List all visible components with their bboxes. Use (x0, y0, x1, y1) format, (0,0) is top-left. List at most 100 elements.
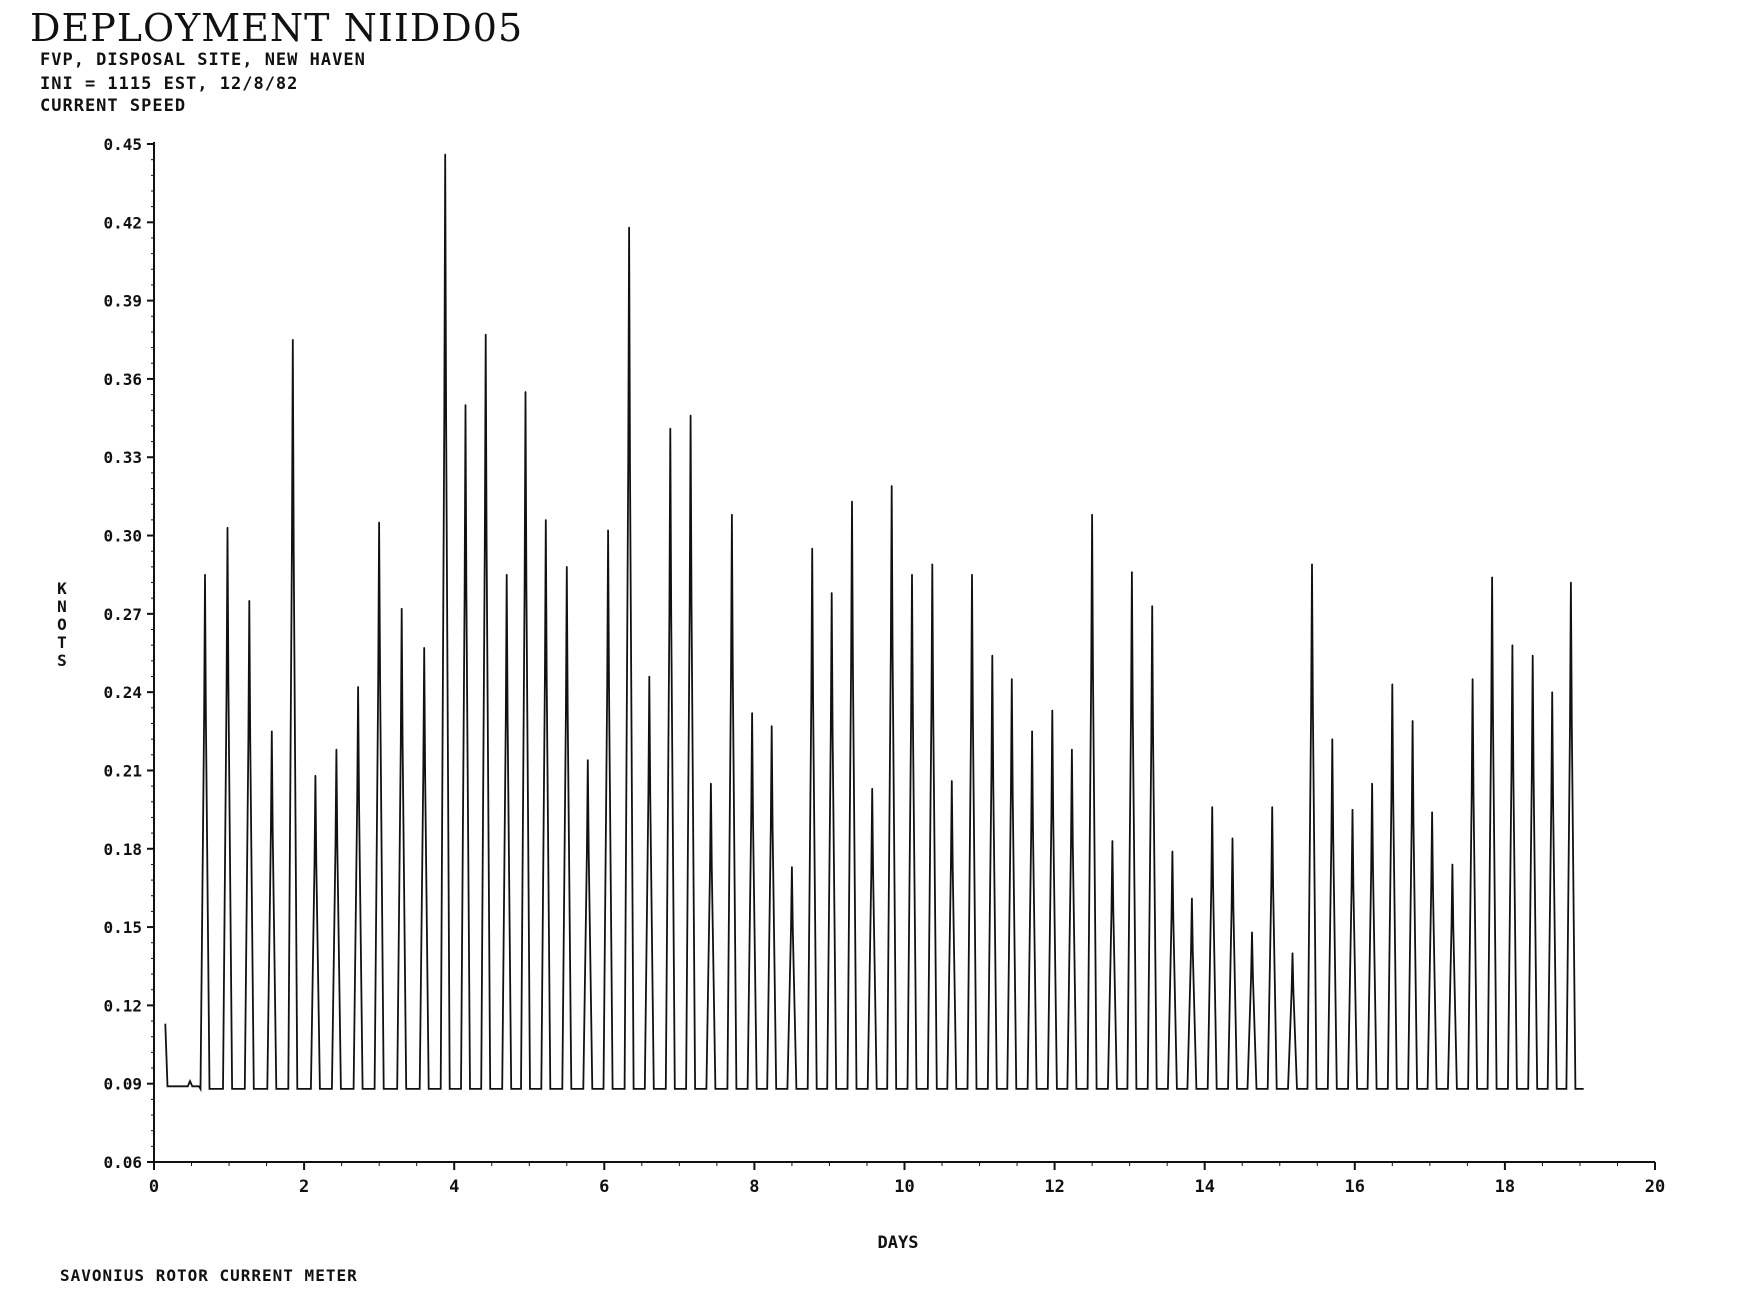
speed-peak-point (1570, 581, 1572, 584)
speed-peak-point (464, 404, 467, 406)
speed-peak-point (484, 333, 487, 336)
y-axis-label-letter: N (57, 597, 67, 616)
speed-peak-point (314, 774, 317, 777)
speed-peak-point (1531, 654, 1534, 657)
y-tick-label: 0.42 (103, 213, 142, 232)
speed-peak-point (586, 759, 589, 761)
speed-peak-point (731, 513, 733, 516)
speed-peak-point (770, 725, 773, 727)
speed-peak-point (444, 153, 446, 156)
y-tick-label: 0.24 (103, 683, 142, 702)
speed-peak-point (1291, 952, 1294, 954)
x-tick-label: 18 (1495, 1177, 1515, 1197)
speed-peak-point (226, 526, 229, 529)
speed-peak-point (204, 573, 206, 576)
speed-peak-point (1491, 576, 1493, 579)
speed-peak-point (648, 675, 651, 678)
speed-peak-point (1391, 683, 1394, 686)
speed-peak-point (1471, 678, 1474, 680)
x-tick-label: 10 (894, 1177, 914, 1197)
speed-peak-point (950, 780, 953, 782)
speed-peak-point (607, 529, 609, 532)
x-tick-label: 14 (1194, 1177, 1214, 1197)
y-axis-label-letter: S (57, 651, 67, 670)
speed-peak-point (931, 563, 934, 566)
speed-peak-point (710, 782, 712, 785)
speed-peak-point (1411, 720, 1414, 722)
deployment-title: DEPLOYMENT NIIDD05 (30, 6, 524, 50)
x-tick-label: 4 (449, 1177, 459, 1197)
speed-peak-point (544, 519, 547, 521)
speed-peak-point (871, 787, 874, 790)
speed-peak-point (565, 566, 568, 568)
y-tick-label: 0.06 (103, 1153, 142, 1172)
y-axis-label-letter: T (57, 633, 67, 652)
y-axis-label-letter: K (57, 579, 67, 598)
y-tick-label: 0.39 (103, 292, 142, 311)
speed-peak-point (628, 226, 630, 229)
y-tick-label: 0.36 (103, 370, 142, 389)
speed-peak-point (1351, 808, 1354, 811)
speed-peak-point (851, 500, 853, 503)
speed-peak-point (1371, 782, 1373, 785)
speed-peak-point (1011, 678, 1013, 680)
speed-peak-point (248, 599, 251, 602)
y-tick-label: 0.30 (103, 527, 142, 546)
chart-title: CURRENT SPEED (40, 96, 187, 116)
y-tick-label: 0.12 (103, 996, 142, 1015)
y-tick-label: 0.45 (103, 135, 142, 154)
y-tick-label: 0.09 (103, 1075, 142, 1094)
speed-peak-point (911, 573, 913, 576)
speed-peak-point (1071, 748, 1073, 751)
speed-peak-point (1431, 811, 1433, 814)
y-axis-ticks: 0.06 0.09 0.12 0.15 0.18 0.21 0.24 0.27 0.30 0.33… (103, 135, 154, 1172)
speed-peak-point (669, 427, 672, 430)
x-tick-label: 12 (1044, 1177, 1064, 1197)
speed-peak-point (1131, 571, 1133, 573)
speed-peak-point (791, 866, 793, 868)
speed-peak-point (1551, 691, 1553, 693)
speed-peak-point (400, 607, 403, 610)
speed-peak-point (811, 547, 813, 550)
speed-peak-point (378, 521, 380, 524)
x-axis-ticks: 0 2 4 6 8 10 12 14 16 18 20 (149, 1162, 1665, 1197)
speed-peak-point (1511, 644, 1514, 646)
speed-peak-point (1171, 850, 1174, 853)
y-tick-label: 0.27 (103, 605, 142, 624)
speed-peak-point (357, 686, 359, 688)
speed-peak-point (1271, 806, 1274, 808)
speed-peak-point (1451, 863, 1454, 866)
instrument-label: SAVONIUS ROTOR CURRENT METER (60, 1266, 358, 1285)
speed-peak-point (689, 414, 692, 417)
x-tick-label: 20 (1645, 1177, 1665, 1197)
x-tick-label: 16 (1345, 1177, 1365, 1197)
speed-peak-point (1091, 513, 1093, 516)
speed-peak-point (1191, 897, 1193, 900)
speed-peak-point (1051, 709, 1054, 712)
speed-peak-point (971, 573, 973, 576)
speed-peak-point (991, 654, 994, 657)
speed-peak-point (524, 391, 527, 393)
x-tick-label: 6 (599, 1177, 609, 1197)
site-label: FVP, DISPOSAL SITE, NEW HAVEN (40, 50, 366, 70)
speed-peak-point (423, 646, 425, 649)
speed-peak-point (1211, 806, 1214, 808)
speed-peak-point (1231, 837, 1234, 840)
y-tick-label: 0.15 (103, 918, 142, 937)
speed-peak-point (335, 748, 338, 751)
speed-peak-point (1031, 730, 1033, 733)
speed-peak-point (271, 730, 273, 733)
speed-peak-point (505, 573, 508, 576)
speed-peak-point (751, 712, 753, 714)
speed-peak-point (830, 592, 833, 594)
y-tick-label: 0.21 (103, 761, 142, 780)
x-axis-label: DAYS (878, 1233, 919, 1253)
x-tick-label: 2 (299, 1177, 309, 1197)
y-tick-label: 0.18 (103, 840, 142, 859)
x-tick-label: 0 (149, 1177, 159, 1197)
x-tick-label: 8 (749, 1177, 759, 1197)
speed-peak-point (1151, 605, 1153, 607)
